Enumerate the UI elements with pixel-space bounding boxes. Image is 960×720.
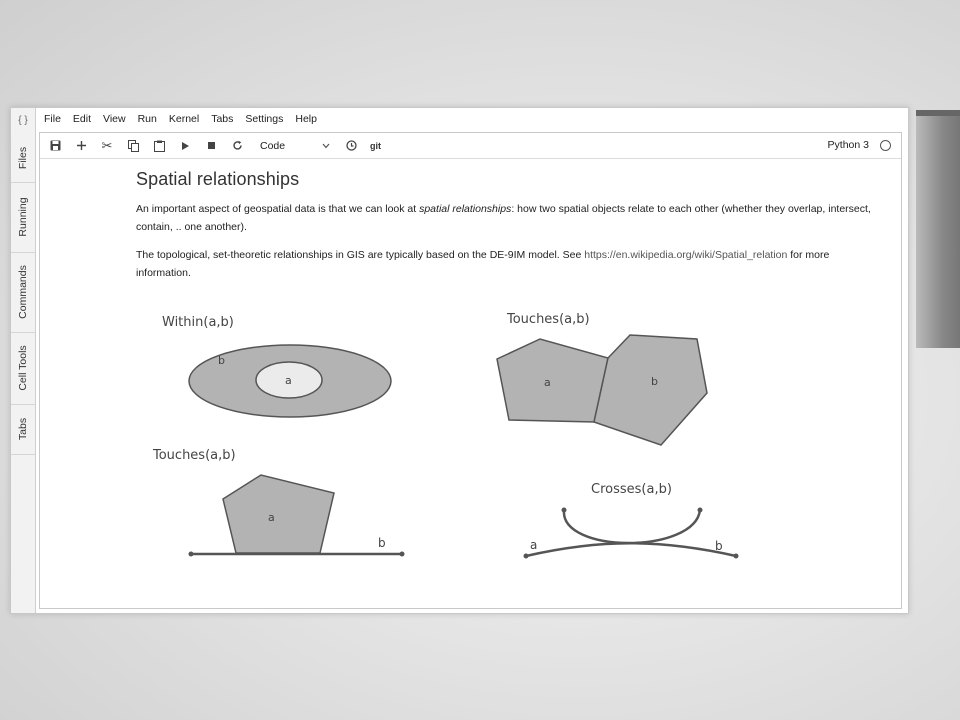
wikipedia-link[interactable]: https://en.wikipedia.org/wiki/Spatial_re…: [584, 249, 788, 261]
kernel-status-icon: [880, 140, 891, 151]
menubar: File Edit View Run Kernel Tabs Settings …: [36, 108, 908, 130]
refresh-icon: [232, 140, 242, 150]
paste-button[interactable]: [146, 135, 172, 157]
line-endpoint: [697, 507, 703, 513]
notebook-panel: ✂ Code git P: [39, 132, 902, 609]
menu-tabs[interactable]: Tabs: [211, 113, 234, 125]
touches-polygon-label-b: b: [651, 375, 658, 388]
menu-help[interactable]: Help: [295, 113, 317, 125]
interrupt-button[interactable]: [198, 135, 224, 157]
sidebar-tab-files[interactable]: Files: [11, 134, 35, 183]
sidebar-tab-running[interactable]: Running: [11, 182, 35, 253]
touches-polygon-label-a: a: [544, 376, 551, 389]
touches-polygon-a: [496, 338, 609, 423]
spatial-relationships-figure: Within(a,b) a b Touches(a,b) a b Touches…: [152, 312, 739, 559]
cut-button[interactable]: ✂: [94, 135, 120, 157]
paragraph-text: An important aspect of geospatial data i…: [136, 203, 420, 215]
cell-type-dropdown[interactable]: Code: [260, 140, 330, 152]
chevron-down-icon: [322, 143, 330, 148]
plus-icon: [76, 141, 86, 150]
kernel-name[interactable]: Python 3: [827, 139, 869, 151]
restart-button[interactable]: [224, 135, 250, 157]
touches-polygon-b: [593, 334, 708, 446]
crosses-label-a: a: [530, 538, 537, 552]
line-endpoint: [188, 551, 194, 557]
cell-paragraph-1: An important aspect of geospatial data i…: [136, 200, 876, 236]
cell-paragraph-2: The topological, set-theoretic relations…: [136, 246, 876, 282]
copy-icon: [127, 139, 139, 152]
sidebar-tab-label: Running: [17, 197, 29, 237]
run-button[interactable]: [172, 135, 198, 157]
copy-button[interactable]: [120, 135, 146, 157]
menu-settings[interactable]: Settings: [245, 113, 284, 125]
cell-heading: Spatial relationships: [136, 169, 300, 189]
scissors-icon: ✂: [101, 137, 113, 153]
clock-icon: [345, 140, 357, 151]
within-label-b: b: [218, 354, 225, 367]
sidebar-tab-cell-tools[interactable]: Cell Tools: [11, 332, 35, 405]
insert-cell-button[interactable]: [68, 135, 94, 157]
touches-line-title: Touches(a,b): [152, 448, 236, 463]
background-window-edge: [916, 110, 960, 348]
left-sidebar: { } Files Running Commands Cell Tools Ta…: [11, 108, 36, 613]
touches-line-label-b: b: [378, 536, 386, 550]
menu-edit[interactable]: Edit: [72, 113, 92, 125]
save-button[interactable]: [42, 135, 68, 157]
sidebar-tab-tabs[interactable]: Tabs: [11, 404, 35, 455]
save-icon: [50, 140, 60, 151]
touches-line-polygon-a: [222, 474, 335, 554]
paragraph-emphasis: spatial relationships: [419, 203, 512, 215]
within-label-a: a: [285, 374, 292, 387]
play-icon: [181, 141, 189, 150]
menu-kernel[interactable]: Kernel: [168, 113, 200, 125]
sidebar-tab-label: Commands: [17, 265, 29, 319]
git-button[interactable]: git: [370, 140, 381, 151]
line-endpoint: [399, 551, 405, 557]
clock-button[interactable]: [338, 135, 364, 157]
crosses-curve-a: [562, 509, 702, 545]
sidebar-collapse-icon[interactable]: { }: [18, 115, 28, 126]
paragraph-text: for more information.: [136, 249, 830, 279]
jupyterlab-window: { } Files Running Commands Cell Tools Ta…: [10, 107, 909, 614]
menu-file[interactable]: File: [44, 113, 61, 125]
touches-polygons-title: Touches(a,b): [506, 312, 590, 327]
within-title: Within(a,b): [162, 315, 234, 330]
notebook-toolbar: ✂ Code git P: [40, 133, 901, 159]
line-endpoint: [523, 553, 529, 559]
crosses-curve-b: [525, 542, 737, 558]
menu-run[interactable]: Run: [137, 113, 157, 125]
line-endpoint: [561, 507, 567, 513]
cell-type-value: Code: [260, 139, 286, 152]
touches-line-label-a: a: [268, 511, 275, 524]
paragraph-text: The topological, set-theoretic relations…: [136, 249, 585, 261]
sidebar-tab-label: Tabs: [17, 417, 29, 441]
crosses-label-b: b: [715, 539, 723, 553]
markdown-cell[interactable]: Spatial relationships An important aspec…: [136, 169, 876, 282]
crosses-title: Crosses(a,b): [591, 482, 672, 497]
sidebar-tab-label: Files: [17, 146, 29, 170]
sidebar-tab-label: Cell Tools: [17, 345, 29, 391]
paragraph-text: : how two spatial objects relate to each…: [136, 203, 871, 233]
paste-icon: [153, 140, 165, 152]
within-shape-a: [255, 361, 323, 399]
line-endpoint: [733, 553, 739, 559]
sidebar-tab-commands[interactable]: Commands: [11, 252, 35, 333]
stop-icon: [207, 142, 215, 149]
menu-view[interactable]: View: [103, 113, 126, 125]
